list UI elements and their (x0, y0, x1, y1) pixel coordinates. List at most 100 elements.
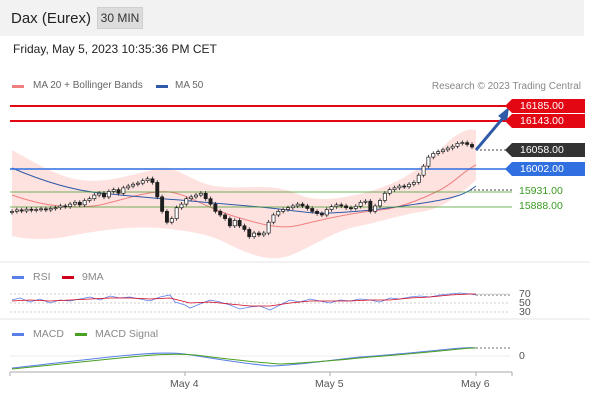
candle-body (29, 208, 34, 211)
candle-body (261, 232, 266, 236)
rsi-legend-swatch (12, 276, 24, 279)
candle-body (416, 174, 421, 183)
candle-body (402, 185, 407, 188)
candle-body (82, 200, 87, 206)
candle-body (48, 208, 53, 211)
candle-body (135, 182, 140, 185)
candle-body (213, 203, 218, 212)
candle-body (102, 192, 106, 198)
candle-body (24, 208, 29, 212)
x-label-may4: May 4 (170, 378, 199, 390)
candle-body (116, 189, 121, 194)
timeframe-button[interactable]: 30 MIN (97, 7, 143, 29)
candle-body (87, 198, 92, 201)
candle-body (72, 201, 77, 205)
candle-body (290, 205, 295, 209)
candle-body (150, 178, 155, 183)
support-1-label: 15931.00 (519, 185, 563, 197)
trend-arrow-shaft (474, 117, 505, 151)
x-label-may6: May 6 (461, 378, 490, 390)
candle-body (242, 225, 247, 230)
candle-body (14, 209, 19, 212)
support-2-label: 15888.00 (519, 200, 563, 212)
candle-body (281, 209, 286, 212)
candle-body (43, 208, 48, 211)
candle-body (378, 200, 382, 207)
candle-body (39, 208, 44, 211)
candle-body (58, 205, 63, 209)
candle-body (164, 211, 169, 223)
macd-signal-line (11, 347, 477, 370)
research-credit: Research © 2023 Trading Central (431, 81, 581, 92)
candle-body (310, 208, 315, 212)
candle-body (203, 192, 208, 200)
candle-body (358, 201, 363, 207)
candles-group (10, 140, 474, 239)
candle-body (227, 218, 232, 227)
candle-body (363, 200, 368, 203)
candle-body (445, 147, 450, 151)
candle-body (387, 189, 392, 194)
candle-body (53, 207, 58, 210)
rsi-9ma-line (11, 293, 476, 307)
candle-body (198, 192, 203, 196)
candle-body (92, 194, 97, 200)
candle-body (397, 185, 402, 189)
candle-body (160, 196, 165, 212)
candle-body (218, 211, 223, 216)
candle-body (97, 192, 102, 196)
candle-body (169, 218, 174, 223)
candle-body (276, 211, 281, 216)
macd-legend-swatch (12, 333, 24, 336)
candle-body (237, 220, 242, 227)
instrument-title: Dax (Eurex) (11, 10, 92, 27)
macd-legend-label: MACD (33, 328, 64, 340)
candle-body (271, 214, 276, 223)
resistance-2-tag: 16185.00 (505, 99, 585, 113)
candle-body (77, 201, 82, 206)
candle-body (189, 196, 194, 200)
candle-body (353, 205, 358, 209)
candle-body (19, 209, 24, 212)
candle-body (184, 198, 189, 205)
candle-body (121, 187, 126, 194)
ma20-line (11, 164, 477, 228)
candle-body (179, 203, 184, 209)
rsi-tick-50: 50 (519, 297, 531, 309)
candle-body (460, 142, 465, 144)
candle-body (266, 221, 271, 234)
candle-body (131, 183, 136, 187)
x-label-may5: May 5 (315, 378, 344, 390)
candle-body (319, 213, 324, 216)
candle-body (450, 145, 455, 149)
candle-body (232, 220, 237, 227)
candle-body (194, 194, 198, 198)
candle-body (174, 207, 179, 219)
candle-body (407, 183, 412, 188)
last-price-tag: 16058.00 (505, 143, 585, 157)
candle-body (470, 144, 474, 148)
macd-tick-0: 0 (519, 350, 525, 362)
candle-body (111, 189, 116, 192)
candle-body (431, 153, 436, 158)
candle-body (315, 211, 320, 214)
candle-body (455, 143, 460, 147)
candle-body (305, 205, 310, 209)
candle-body (300, 203, 305, 207)
candle-body (286, 207, 290, 210)
ma50-legend-swatch (156, 85, 168, 88)
macd-signal-legend-label: MACD Signal (95, 328, 159, 340)
candle-body (155, 182, 160, 198)
rsi-9ma-legend-swatch (62, 276, 74, 279)
candle-body (63, 205, 68, 208)
rsi-9ma-legend-label: 9MA (82, 271, 104, 283)
candle-body (68, 203, 73, 208)
candle-body (334, 204, 339, 208)
candle-body (465, 142, 470, 145)
macd-line (11, 347, 477, 369)
resistance-1-tag: 16143.00 (505, 114, 585, 128)
candle-body (145, 178, 150, 181)
candle-body (382, 192, 387, 201)
candle-body (426, 156, 431, 167)
candle-body (34, 209, 39, 211)
